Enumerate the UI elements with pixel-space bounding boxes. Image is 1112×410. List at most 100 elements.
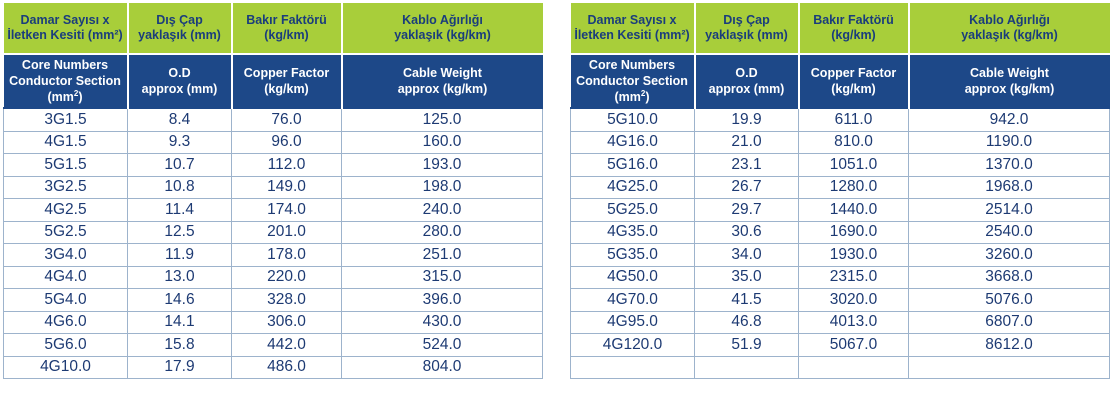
table-row: 3G2.5 10.8 149.0 198.0 [3,175,543,199]
table-row: 5G6.0 15.8 442.0 524.0 [3,333,543,357]
table-row: 5G2.5 12.5 201.0 280.0 [3,220,543,244]
cell-core-section: 5G10.0 [570,107,695,132]
cell-outer-diameter: 41.5 [694,288,799,312]
header-od-en: O.D approx (mm) [694,54,800,108]
cell-copper-factor: 1690.0 [798,220,909,244]
cell-outer-diameter: 35.0 [694,265,799,289]
cell-cable-weight: 8612.0 [908,333,1110,357]
cell-core-section: 4G2.5 [3,198,128,222]
table-row: 4G50.0 35.0 2315.0 3668.0 [570,265,1110,289]
cell-core-section: 5G16.0 [570,153,695,177]
header-weight-tr: Kablo Ağırlığı yaklaşık (kg/km) [341,3,543,55]
cell-copper-factor: 1440.0 [798,198,909,222]
cell-cable-weight: 240.0 [341,198,543,222]
header-weight-tr: Kablo Ağırlığı yaklaşık (kg/km) [908,3,1110,55]
cell-cable-weight: 396.0 [341,288,543,312]
header-weight-en: Cable Weight approx (kg/km) [341,54,543,108]
cell-cable-weight: 430.0 [341,310,543,334]
cell-outer-diameter: 9.3 [127,130,232,154]
cell-core-section: 4G95.0 [570,310,695,334]
table-row: 5G10.0 19.9 611.0 942.0 [570,107,1110,132]
cell-outer-diameter: 11.9 [127,243,232,267]
header-core-en: Core Numbers Conductor Section (mm2) [3,54,129,108]
header-copper-en: Copper Factor (kg/km) [798,54,910,108]
cell-copper-factor: 1051.0 [798,153,909,177]
cell-cable-weight: 1370.0 [908,153,1110,177]
cell-cable-weight: 5076.0 [908,288,1110,312]
cell-copper-factor: 220.0 [231,265,342,289]
header-od-tr: Dış Çap yaklaşık (mm) [127,3,233,55]
cell-cable-weight: 3260.0 [908,243,1110,267]
header-core-en: Core Numbers Conductor Section (mm2) [570,54,696,108]
cell-copper-factor: 112.0 [231,153,342,177]
cell-cable-weight: 2540.0 [908,220,1110,244]
cell-cable-weight: 6807.0 [908,310,1110,334]
cell-cable-weight: 2514.0 [908,198,1110,222]
table-row: 5G25.0 29.7 1440.0 2514.0 [570,198,1110,222]
cell-cable-weight: 3668.0 [908,265,1110,289]
cell-core-section: 3G4.0 [3,243,128,267]
cell-outer-diameter: 19.9 [694,107,799,132]
cell-outer-diameter: 51.9 [694,333,799,357]
header-row-english: Core Numbers Conductor Section (mm2) O.D a… [570,54,1110,108]
header-row-turkish: Damar Sayısı x İletken Kesiti (mm²) Dış Ç… [3,3,543,55]
cell-core-section: 5G6.0 [3,333,128,357]
cell-outer-diameter: 10.8 [127,175,232,199]
cell-cable-weight: 198.0 [341,175,543,199]
cell-outer-diameter: 15.8 [127,333,232,357]
cell-core-section: 5G2.5 [3,220,128,244]
cell-copper-factor: 76.0 [231,107,342,132]
table-row: 4G35.0 30.6 1690.0 2540.0 [570,220,1110,244]
table-row: 4G16.0 21.0 810.0 1190.0 [570,130,1110,154]
cell-core-section [570,355,695,379]
cable-spec-table-left: Damar Sayısı x İletken Kesiti (mm²) Dış Ç… [3,3,543,379]
table-row: 4G6.0 14.1 306.0 430.0 [3,310,543,334]
header-copper-en: Copper Factor (kg/km) [231,54,343,108]
cell-cable-weight: 524.0 [341,333,543,357]
cell-core-section: 3G1.5 [3,107,128,132]
cell-core-section: 5G1.5 [3,153,128,177]
cell-copper-factor: 178.0 [231,243,342,267]
table-row [570,355,1110,379]
table-row: 5G4.0 14.6 328.0 396.0 [3,288,543,312]
cell-copper-factor: 5067.0 [798,333,909,357]
cell-cable-weight: 942.0 [908,107,1110,132]
table-row: 5G1.5 10.7 112.0 193.0 [3,153,543,177]
table-row: 4G25.0 26.7 1280.0 1968.0 [570,175,1110,199]
cell-copper-factor [798,355,909,379]
cell-copper-factor: 201.0 [231,220,342,244]
cell-copper-factor: 1280.0 [798,175,909,199]
cell-core-section: 4G50.0 [570,265,695,289]
cell-copper-factor: 442.0 [231,333,342,357]
cell-copper-factor: 611.0 [798,107,909,132]
header-copper-tr: Bakır Faktörü (kg/km) [231,3,343,55]
cell-outer-diameter: 13.0 [127,265,232,289]
cell-copper-factor: 3020.0 [798,288,909,312]
cell-cable-weight: 251.0 [341,243,543,267]
cell-outer-diameter: 11.4 [127,198,232,222]
cell-outer-diameter: 46.8 [694,310,799,334]
cell-copper-factor: 306.0 [231,310,342,334]
cell-core-section: 4G4.0 [3,265,128,289]
cell-outer-diameter: 17.9 [127,355,232,379]
cable-spec-table-right: Damar Sayısı x İletken Kesiti (mm²) Dış Ç… [570,3,1110,379]
header-weight-en: Cable Weight approx (kg/km) [908,54,1110,108]
cell-outer-diameter: 21.0 [694,130,799,154]
table-row: 4G2.5 11.4 174.0 240.0 [3,198,543,222]
cell-outer-diameter: 14.1 [127,310,232,334]
table-row: 3G4.0 11.9 178.0 251.0 [3,243,543,267]
cell-core-section: 5G4.0 [3,288,128,312]
cell-cable-weight: 1190.0 [908,130,1110,154]
cell-core-section: 5G35.0 [570,243,695,267]
cell-cable-weight [908,355,1110,379]
cell-copper-factor: 2315.0 [798,265,909,289]
table-row: 4G70.0 41.5 3020.0 5076.0 [570,288,1110,312]
cell-cable-weight: 315.0 [341,265,543,289]
cell-core-section: 4G35.0 [570,220,695,244]
table-row: 4G120.0 51.9 5067.0 8612.0 [570,333,1110,357]
header-od-en: O.D approx (mm) [127,54,233,108]
cell-cable-weight: 280.0 [341,220,543,244]
cell-outer-diameter: 26.7 [694,175,799,199]
table-row: 4G10.0 17.9 486.0 804.0 [3,355,543,379]
cell-cable-weight: 193.0 [341,153,543,177]
